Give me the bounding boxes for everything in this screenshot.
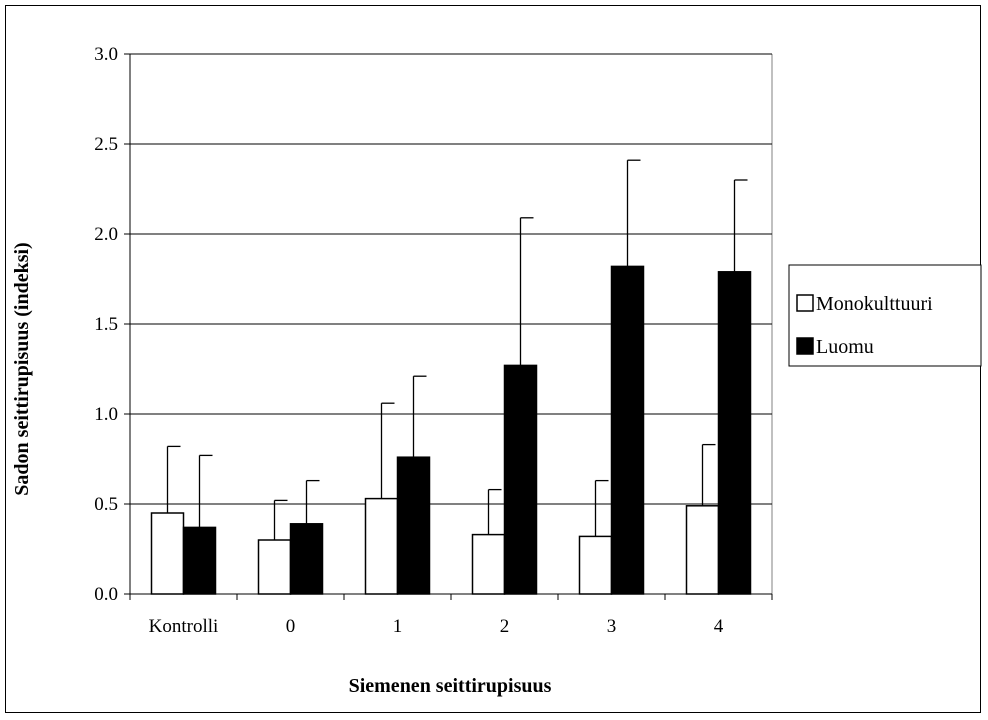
bar-luomu	[610, 265, 645, 595]
legend-swatch-monokulttuuri	[796, 294, 814, 312]
legend-swatch-luomu	[796, 337, 814, 355]
y-axis-title: Sadon seittirupisuus (indeksi)	[11, 242, 33, 495]
x-tick-label: 4	[714, 616, 724, 637]
x-axis-title: Siemenen seittirupisuus	[349, 675, 552, 697]
x-tick-label: 1	[393, 616, 403, 637]
y-tick-label: 3.0	[94, 44, 118, 65]
bar-monokulttuuri	[150, 512, 185, 595]
bar-monokulttuuri	[685, 505, 720, 595]
y-tick-label: 2.5	[94, 134, 118, 155]
legend: Monokulttuuri Luomu	[788, 264, 982, 367]
y-tick-label: 0.5	[94, 494, 118, 515]
y-tick-label: 1.5	[94, 314, 118, 335]
bar-luomu	[289, 523, 324, 595]
bar-luomu	[717, 271, 752, 595]
x-tick-label: 0	[286, 616, 296, 637]
y-tick-label: 1.0	[94, 404, 118, 425]
legend-label-monokulttuuri: Monokulttuuri	[816, 293, 933, 315]
bar-monokulttuuri	[471, 533, 506, 595]
bar-luomu	[503, 364, 538, 595]
bar-luomu	[182, 526, 217, 595]
legend-box	[788, 264, 982, 367]
axes: 0.0 0.5 1.0 1.5 2.0 2.5 3.0 Kontrolli 0 1 2 3 4	[94, 44, 773, 637]
bar-luomu	[396, 456, 431, 595]
x-tick-label: 3	[607, 616, 617, 637]
y-tick-label: 2.0	[94, 224, 118, 245]
plot-area	[150, 159, 752, 595]
gridlines	[130, 53, 773, 594]
y-tick-label: 0.0	[94, 584, 118, 605]
bar-monokulttuuri	[257, 539, 292, 595]
bar-monokulttuuri	[578, 535, 613, 595]
x-tick-label: Kontrolli	[149, 616, 219, 637]
bar-monokulttuuri	[364, 497, 399, 595]
legend-label-luomu: Luomu	[816, 336, 874, 358]
x-tick-label: 2	[500, 616, 510, 637]
